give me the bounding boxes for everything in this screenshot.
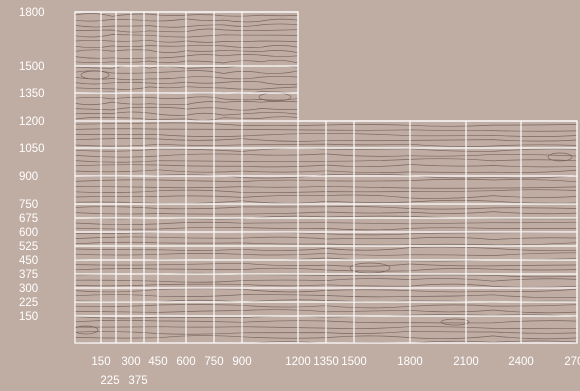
y-tick-label: 525 [19,241,38,253]
x-tick-label: 1350 [313,356,339,368]
x-tick-label: 1200 [285,356,311,368]
grain-knot-2 [349,262,391,274]
x-tick-label: 900 [232,356,251,368]
y-tick-label: 1350 [19,88,45,100]
x-tick-label: 2700 [564,356,580,368]
x-tick-label: 150 [91,356,110,368]
y-tick-label: 450 [19,255,38,267]
x-tick-label: 600 [176,356,195,368]
x-tick-label: 450 [148,356,167,368]
x-tick-label: 1500 [341,356,367,368]
y-tick-label: 675 [19,213,38,225]
y-tick-label: 300 [19,283,38,295]
y-tick-label: 900 [19,171,38,183]
x-tick-label-secondary: 375 [128,375,147,387]
grain-knot-5 [440,318,470,326]
y-tick-label: 1200 [19,116,45,128]
y-tick-label: 1500 [19,61,45,73]
x-tick-label: 1800 [397,356,423,368]
y-tick-label: 375 [19,269,38,281]
grid-lines [74,11,578,344]
x-tick-label: 2400 [508,356,534,368]
x-tick-label: 300 [121,356,140,368]
x-tick-label: 2100 [453,356,479,368]
axis-labels: 1800150013501200105090075067560052545037… [19,7,580,387]
grain-knot-4 [75,325,99,335]
y-tick-label: 225 [19,297,38,309]
y-tick-label: 750 [19,199,38,211]
x-tick-label-secondary: 225 [100,375,119,387]
y-tick-label: 150 [19,311,38,323]
grain-knot-3 [547,152,573,162]
x-tick-label: 750 [204,356,223,368]
y-tick-label: 1800 [19,7,45,19]
grain-knot-0 [80,70,110,80]
grain-line-63 [75,340,577,343]
y-tick-label: 1050 [19,143,45,155]
y-tick-label: 600 [19,227,38,239]
